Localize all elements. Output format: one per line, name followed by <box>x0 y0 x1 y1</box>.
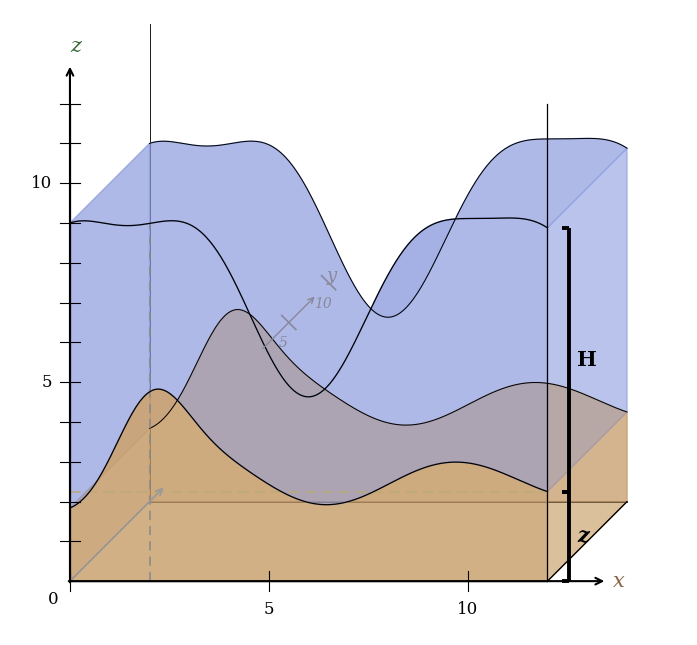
Text: 10: 10 <box>314 297 332 311</box>
Text: y: y <box>326 267 337 285</box>
Text: H: H <box>577 350 597 370</box>
Polygon shape <box>70 218 547 508</box>
Text: z: z <box>70 37 82 56</box>
Polygon shape <box>70 139 627 397</box>
Polygon shape <box>70 428 150 581</box>
Polygon shape <box>70 143 150 508</box>
Polygon shape <box>70 310 627 508</box>
Polygon shape <box>70 389 547 581</box>
Text: 10: 10 <box>31 175 52 192</box>
Text: 5: 5 <box>279 337 288 350</box>
Text: z: z <box>577 526 589 546</box>
Text: 5: 5 <box>263 601 274 618</box>
Polygon shape <box>150 139 627 428</box>
Polygon shape <box>547 148 627 491</box>
Polygon shape <box>150 310 627 502</box>
Polygon shape <box>70 502 627 581</box>
Text: 10: 10 <box>457 601 479 618</box>
Polygon shape <box>547 412 627 581</box>
Text: 0: 0 <box>47 591 58 608</box>
Text: x: x <box>613 571 625 591</box>
Text: 5: 5 <box>42 373 52 391</box>
